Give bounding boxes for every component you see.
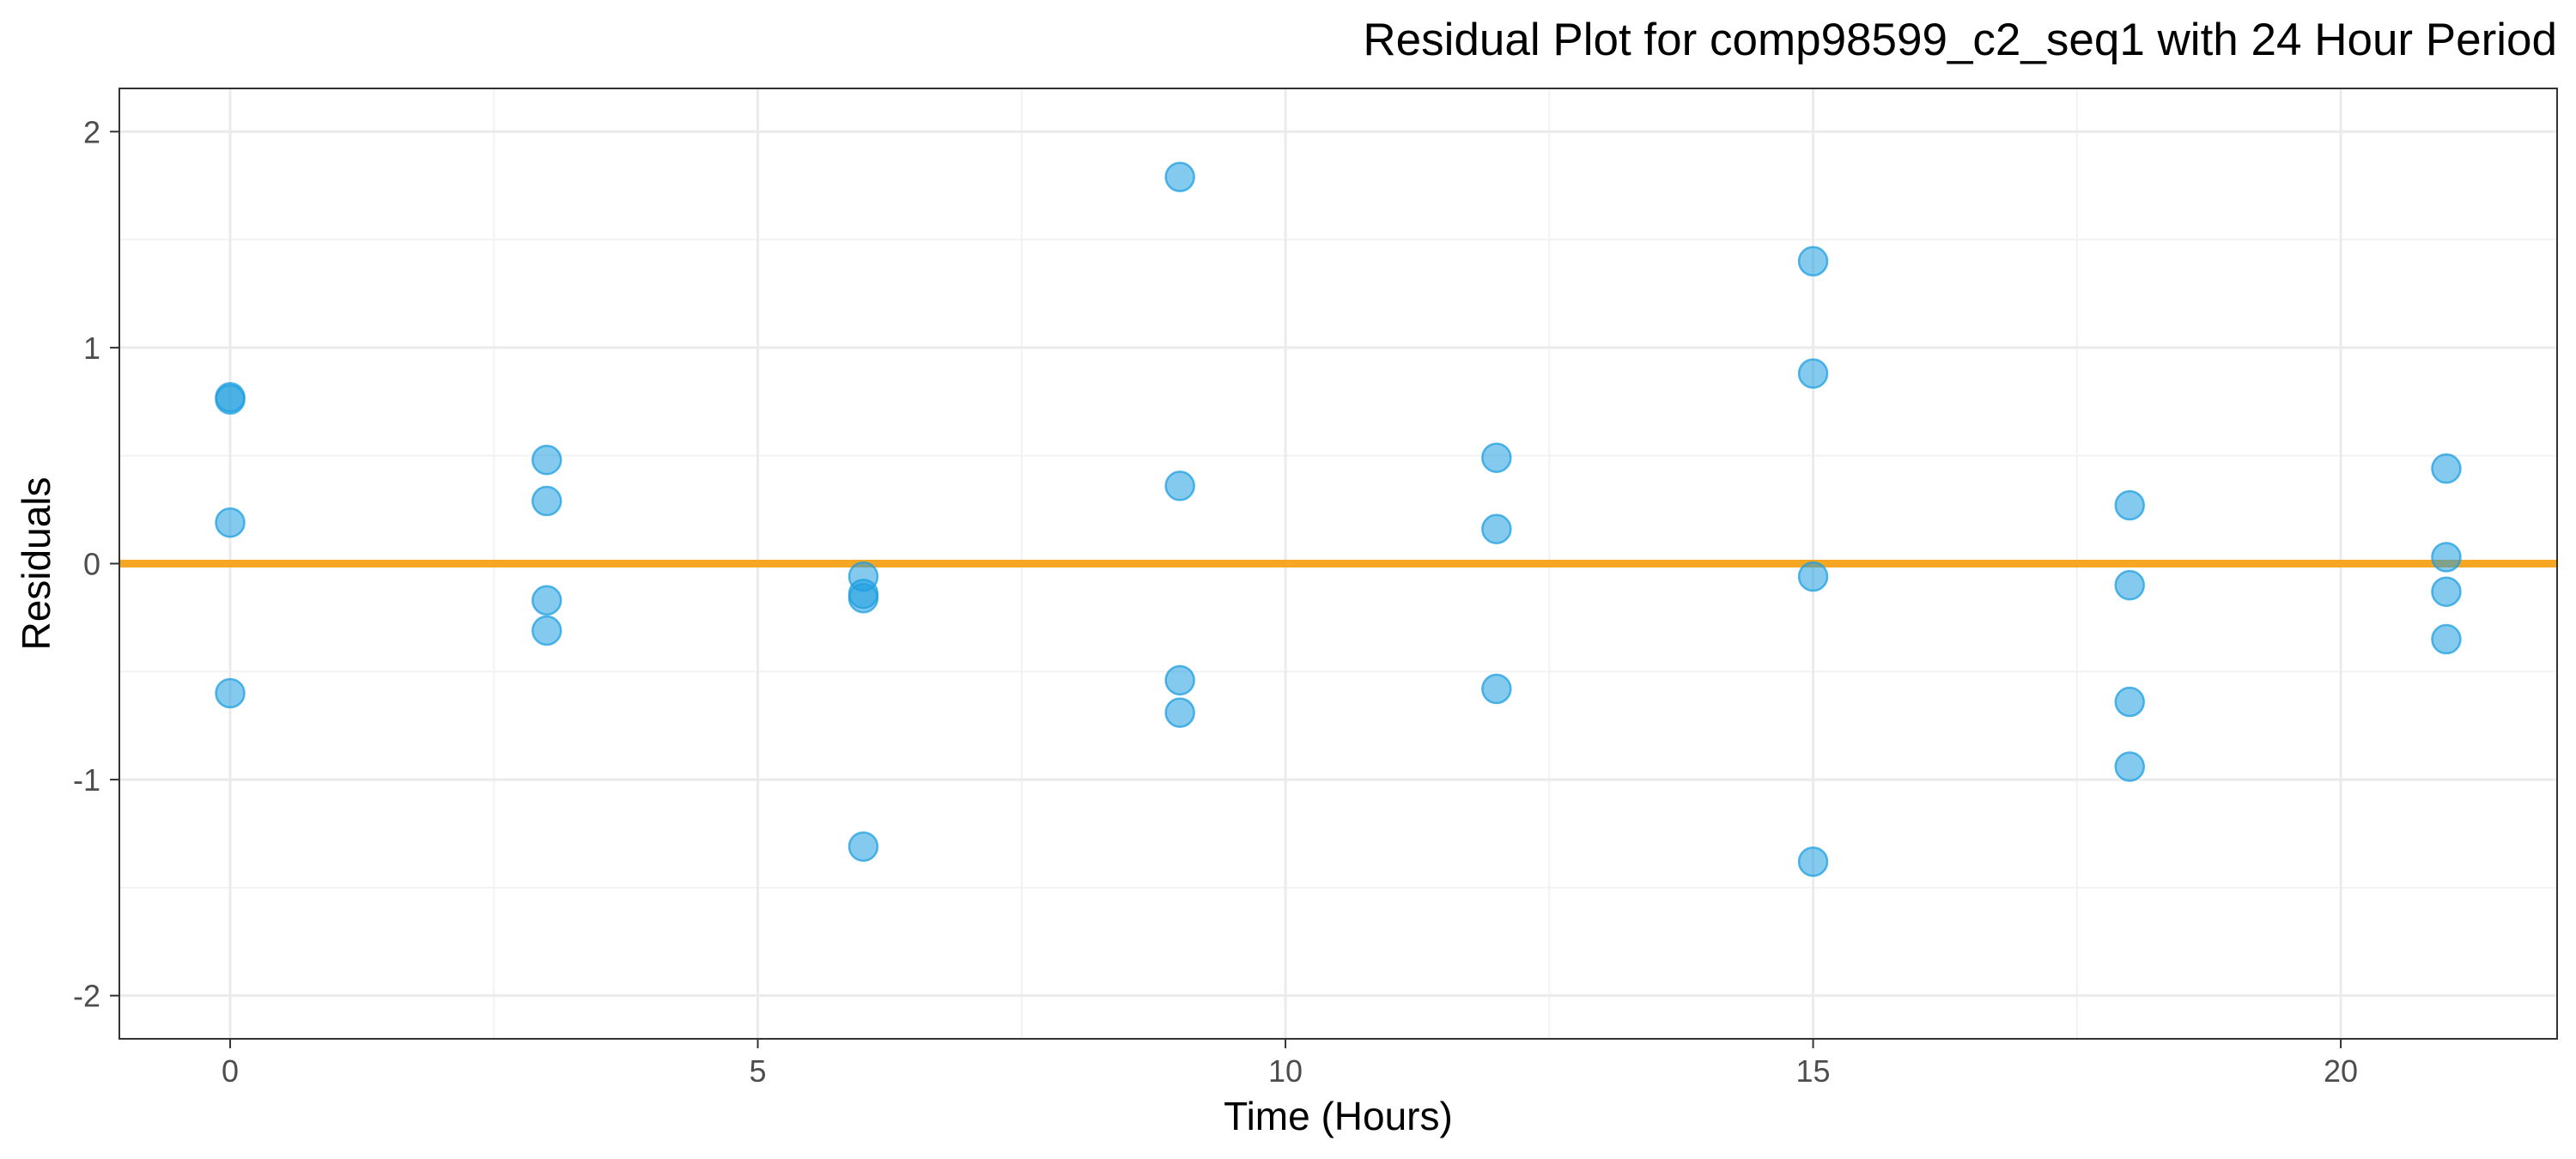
data-point (215, 677, 246, 709)
x-tick-label: 20 (2324, 1053, 2358, 1089)
data-point (1164, 470, 1195, 501)
y-tick-label: 1 (83, 331, 100, 366)
data-point (2431, 576, 2462, 607)
data-point (1164, 664, 1195, 696)
data-point (1797, 246, 1829, 277)
data-point (531, 444, 562, 476)
x-tick-label: 0 (222, 1053, 239, 1089)
data-point (1164, 697, 1195, 728)
data-point (848, 831, 879, 862)
data-point (1481, 442, 1512, 473)
data-point (2114, 686, 2146, 718)
data-point (1164, 161, 1195, 192)
data-point (1797, 358, 1829, 389)
chart-title: Residual Plot for comp98599_c2_seq1 with… (1363, 15, 2557, 65)
y-tick-label: -1 (73, 762, 100, 798)
data-point (2114, 569, 2146, 601)
y-tick-label: -2 (73, 979, 100, 1014)
minor-gridlines (119, 88, 2557, 1039)
x-axis-label: Time (Hours) (1224, 1094, 1453, 1138)
data-point (531, 615, 562, 646)
data-points (215, 161, 2462, 877)
data-point (531, 485, 562, 517)
data-point (2114, 489, 2146, 521)
data-point (2431, 542, 2462, 573)
y-tick-label: 0 (83, 547, 100, 582)
data-point (2431, 623, 2462, 655)
data-point (848, 583, 879, 614)
data-point (1481, 513, 1512, 544)
x-tick-label: 10 (1268, 1053, 1303, 1089)
data-point (531, 585, 562, 616)
y-tick-label: 2 (83, 114, 100, 149)
y-axis-ticks: 2 1 0 -1 -2 (73, 114, 119, 1014)
data-point (1481, 673, 1512, 705)
x-tick-label: 5 (750, 1053, 767, 1089)
data-point (215, 384, 246, 416)
y-axis-label: Residuals (14, 477, 58, 651)
data-point (215, 507, 246, 538)
x-tick-label: 15 (1796, 1053, 1831, 1089)
data-point (1797, 561, 1829, 592)
data-point (1797, 846, 1829, 877)
data-point (2114, 751, 2146, 782)
data-point (2431, 453, 2462, 484)
x-axis-ticks: 0 5 10 15 20 (222, 1039, 2358, 1089)
